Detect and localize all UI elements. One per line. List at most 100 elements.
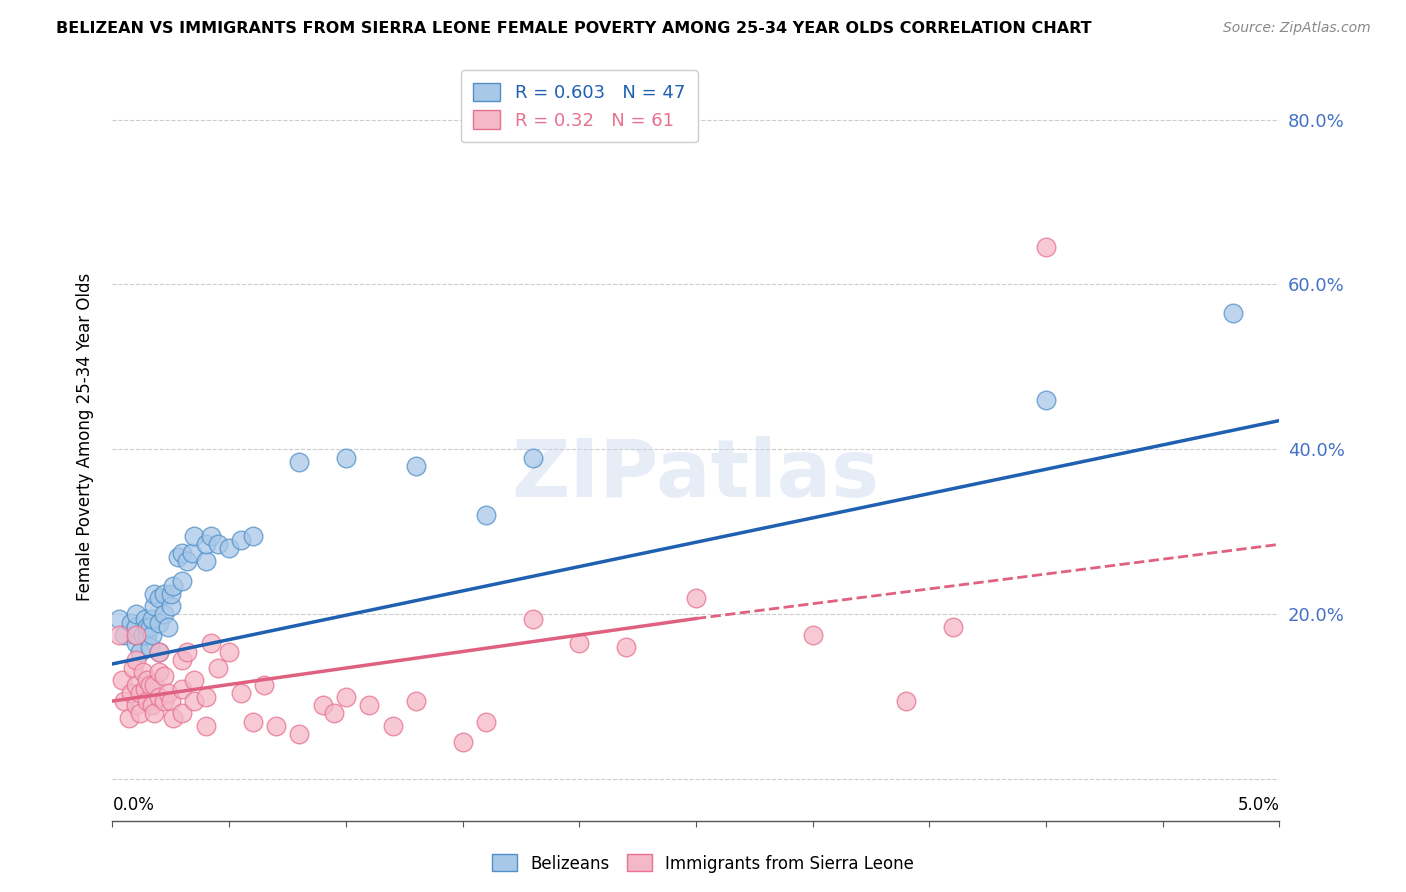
Point [112, 628, 135, 642]
Point [160, 587, 183, 601]
Point [894, 694, 917, 708]
Point [194, 690, 217, 704]
Point [311, 698, 333, 713]
Point [160, 599, 183, 614]
Point [148, 690, 170, 704]
Point [242, 714, 264, 729]
Point [1222, 306, 1244, 320]
Point [183, 694, 205, 708]
Point [162, 710, 184, 724]
Point [139, 640, 162, 655]
Point [122, 661, 145, 675]
Point [143, 587, 166, 601]
Point [118, 710, 141, 724]
Point [335, 450, 357, 465]
Point [125, 698, 148, 713]
Point [176, 644, 198, 658]
Point [139, 677, 162, 691]
Point [180, 545, 202, 559]
Point [242, 529, 264, 543]
Point [405, 458, 427, 473]
Point [614, 640, 637, 655]
Point [218, 644, 240, 658]
Point [148, 615, 170, 630]
Point [451, 735, 474, 749]
Point [1035, 240, 1057, 254]
Point [148, 591, 170, 605]
Point [148, 644, 170, 658]
Point [141, 698, 163, 713]
Text: ZIPatlas: ZIPatlas [512, 436, 880, 515]
Point [264, 719, 287, 733]
Point [141, 611, 163, 625]
Legend: Belizeans, Immigrants from Sierra Leone: Belizeans, Immigrants from Sierra Leone [485, 847, 921, 880]
Point [685, 591, 707, 605]
Point [136, 620, 159, 634]
Point [153, 607, 176, 622]
Point [111, 673, 134, 688]
Point [134, 681, 156, 696]
Point [148, 644, 170, 658]
Point [568, 636, 591, 650]
Point [335, 690, 357, 704]
Y-axis label: Female Poverty Among 25-34 Year Olds: Female Poverty Among 25-34 Year Olds [76, 273, 94, 601]
Point [176, 554, 198, 568]
Point [132, 628, 155, 642]
Point [148, 665, 170, 680]
Point [153, 694, 176, 708]
Point [522, 611, 544, 625]
Point [120, 615, 142, 630]
Point [1035, 392, 1057, 407]
Point [183, 673, 205, 688]
Point [136, 673, 159, 688]
Point [801, 628, 824, 642]
Point [323, 706, 346, 721]
Point [942, 620, 965, 634]
Point [125, 620, 148, 634]
Point [172, 681, 194, 696]
Point [253, 677, 276, 691]
Point [143, 599, 166, 614]
Point [475, 714, 498, 729]
Point [125, 628, 148, 642]
Point [207, 537, 229, 551]
Point [218, 541, 240, 556]
Point [172, 706, 194, 721]
Point [166, 549, 188, 564]
Point [157, 686, 180, 700]
Legend: R = 0.603   N = 47, R = 0.32   N = 61: R = 0.603 N = 47, R = 0.32 N = 61 [461, 70, 697, 143]
Point [143, 677, 166, 691]
Point [136, 694, 159, 708]
Point [112, 694, 135, 708]
Point [194, 554, 217, 568]
Point [359, 698, 381, 713]
Point [475, 508, 498, 523]
Point [153, 587, 176, 601]
Point [162, 578, 184, 592]
Point [139, 620, 162, 634]
Point [141, 628, 163, 642]
Point [522, 450, 544, 465]
Point [129, 644, 152, 658]
Point [288, 455, 311, 469]
Point [200, 636, 222, 650]
Point [136, 628, 159, 642]
Point [288, 727, 311, 741]
Point [125, 653, 148, 667]
Point [134, 611, 156, 625]
Point [194, 537, 217, 551]
Point [125, 628, 148, 642]
Point [129, 686, 152, 700]
Point [207, 661, 229, 675]
Point [132, 665, 155, 680]
Text: 0.0%: 0.0% [112, 796, 155, 814]
Point [172, 653, 194, 667]
Point [153, 669, 176, 683]
Point [143, 706, 166, 721]
Point [229, 533, 252, 548]
Point [125, 677, 148, 691]
Point [160, 694, 183, 708]
Point [172, 574, 194, 589]
Text: Source: ZipAtlas.com: Source: ZipAtlas.com [1223, 21, 1371, 35]
Point [120, 686, 142, 700]
